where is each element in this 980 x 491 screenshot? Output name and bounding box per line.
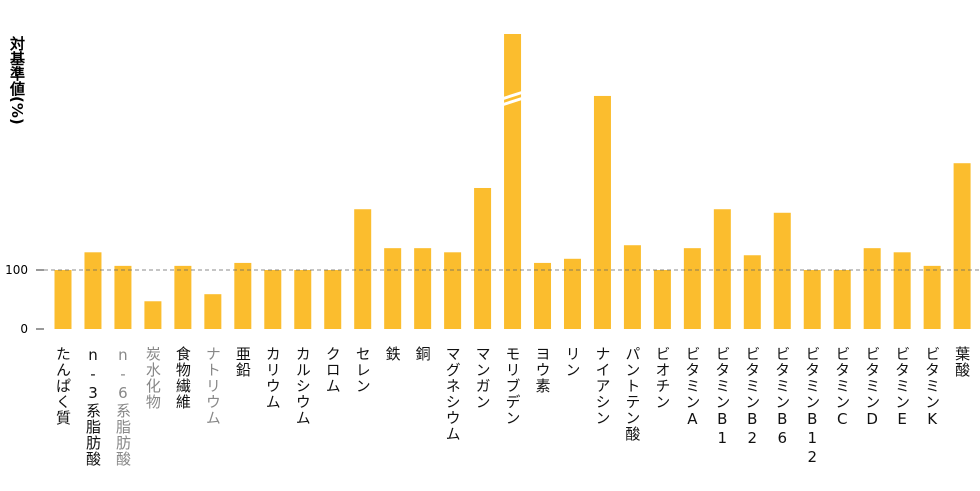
bar	[623, 245, 641, 329]
bar	[324, 270, 342, 329]
bar	[414, 248, 432, 329]
x-tick-label: モリブデン	[504, 346, 522, 426]
y-tick-label: 0	[20, 322, 28, 336]
x-tick-label: ビタミンE	[893, 346, 911, 429]
bar	[144, 301, 162, 329]
bar	[803, 270, 821, 329]
bar	[234, 262, 252, 329]
x-tick-label: 鉄	[384, 346, 402, 362]
bar	[204, 294, 222, 329]
bar	[863, 248, 881, 329]
x-tick-label: 亜鉛	[234, 346, 252, 378]
x-tick-label: ビタミンK	[923, 346, 941, 429]
x-tick-label: 炭水化物	[144, 346, 162, 410]
bar	[264, 270, 282, 329]
bar	[923, 265, 941, 329]
bar	[833, 270, 851, 329]
bar	[84, 252, 102, 329]
x-tick-label: パントテン酸	[623, 346, 641, 442]
bar	[683, 248, 701, 329]
x-tick-label: たんぱく質	[54, 346, 72, 426]
bar	[354, 209, 372, 329]
x-tick-label: ビタミンA	[683, 346, 701, 429]
bar	[953, 163, 971, 329]
x-tick-label: ナイアシン	[593, 346, 611, 426]
x-tick-label: カリウム	[264, 346, 282, 410]
x-tick-label: ビタミンD	[863, 346, 881, 429]
x-tick-label: クロム	[324, 346, 342, 394]
x-tick-label: n-3系脂肪酸	[84, 346, 102, 467]
x-tick-label: 食物繊維	[174, 346, 192, 410]
x-tick-label: マンガン	[474, 346, 492, 410]
bar	[743, 255, 761, 329]
x-tick-label: マグネシウム	[444, 346, 462, 442]
bar	[294, 270, 312, 329]
x-tick-label: 葉酸	[953, 346, 971, 378]
x-tick-label: 銅	[414, 346, 432, 362]
bar	[474, 187, 492, 329]
bar	[114, 265, 132, 329]
x-tick-label: ヨウ素	[534, 346, 552, 394]
bar	[893, 252, 911, 329]
x-tick-label: ビタミンB1	[713, 346, 731, 448]
x-tick-label: ビオチン	[653, 346, 671, 410]
bar	[384, 248, 402, 329]
x-tick-label: リン	[563, 346, 581, 378]
x-tick-label: n-6系脂肪酸	[114, 346, 132, 467]
x-tick-label: ビタミンC	[833, 346, 851, 429]
bar	[444, 252, 462, 329]
bar	[504, 34, 522, 329]
bar	[773, 212, 791, 329]
x-tick-label: カルシウム	[294, 346, 312, 426]
bar	[54, 270, 72, 329]
bar	[653, 270, 671, 329]
y-axis-label: 対基準値(%)	[8, 35, 26, 125]
bar	[713, 209, 731, 329]
x-tick-label: ビタミンB2	[743, 346, 761, 448]
bar	[593, 95, 611, 329]
bar	[174, 265, 192, 329]
x-tick-label: ナトリウム	[204, 346, 222, 426]
x-tick-label: ビタミンB12	[803, 346, 821, 467]
bar	[534, 262, 552, 329]
bar	[563, 258, 581, 329]
y-tick-label: 100	[5, 263, 28, 277]
x-tick-label: セレン	[354, 346, 372, 394]
x-tick-label: ビタミンB6	[773, 346, 791, 448]
axis-break	[498, 89, 528, 108]
